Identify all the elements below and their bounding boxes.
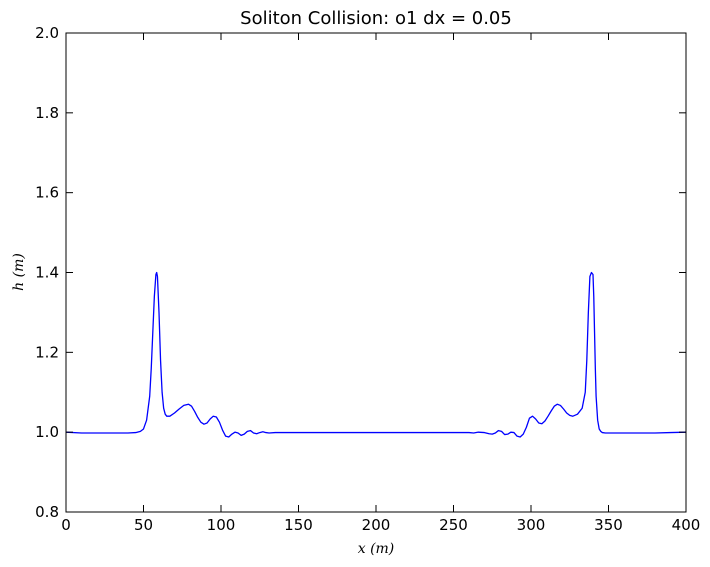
x-tick-label: 50 (134, 516, 153, 534)
x-tick-label: 350 (594, 516, 623, 534)
x-tick-label: 100 (207, 516, 236, 534)
y-tick-label: 1.6 (35, 184, 59, 202)
y-tick-label: 2.0 (35, 24, 59, 42)
y-axis-label: h (m) (11, 253, 27, 291)
x-tick-label: 0 (61, 516, 71, 534)
x-tick-label: 200 (362, 516, 391, 534)
y-tick-label: 1.0 (35, 423, 59, 441)
y-tick-label: 0.8 (35, 503, 59, 521)
chart-title: Soliton Collision: o1 dx = 0.05 (240, 8, 512, 29)
plot-area (66, 33, 686, 512)
x-tick-label: 250 (439, 516, 468, 534)
x-tick-label: 300 (517, 516, 546, 534)
y-tick-label: 1.8 (35, 104, 59, 122)
x-tick-label: 150 (284, 516, 313, 534)
x-axis-label: x (m) (358, 541, 395, 557)
series-layer (65, 271, 687, 438)
ticks-layer: 0 50 100 150 200 250 300 350 400 0.8 1.0 1.2 1.4 1.6 1… (35, 24, 700, 534)
series-line-0 (65, 271, 687, 438)
x-tick-label: 400 (672, 516, 701, 534)
y-tick-label: 1.2 (35, 343, 59, 361)
y-tick-label: 1.4 (35, 264, 59, 282)
